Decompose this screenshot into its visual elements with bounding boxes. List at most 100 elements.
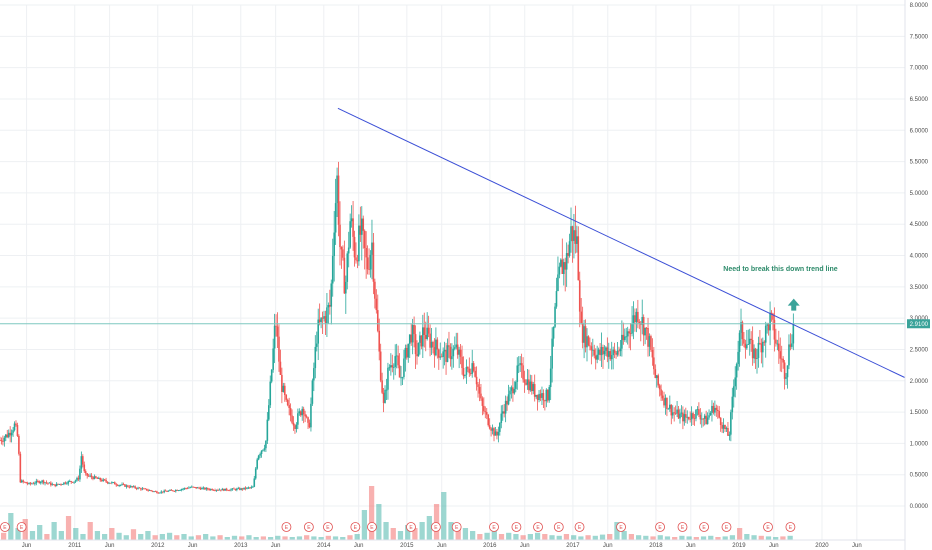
downtrend-line[interactable]: [337, 107, 906, 379]
candle-body: [345, 281, 347, 294]
candle-body: [384, 389, 386, 403]
candle-body: [690, 413, 693, 420]
candle-body: [718, 411, 721, 418]
candle-body: [227, 490, 229, 491]
candle-body: [747, 344, 750, 345]
candle-body: [741, 322, 744, 340]
candle-body: [452, 348, 455, 357]
candle-body: [677, 409, 680, 419]
volume-bar: [470, 531, 476, 540]
event-marker-circle: [699, 522, 709, 532]
candle-body: [100, 480, 103, 482]
event-marker-letter: E: [789, 525, 793, 531]
candle-body: [79, 468, 81, 480]
price-axis[interactable]: 8.0000 7.5000 7.0000 6.5000 6.0000 5.5000 5.00…: [904, 0, 929, 550]
candle-body: [353, 236, 356, 258]
candle-body: [430, 341, 433, 348]
candle-body: [374, 281, 376, 299]
candle-body: [244, 487, 247, 489]
candle-body: [102, 479, 104, 482]
candle-body: [522, 365, 524, 380]
time-axis[interactable]: Jun 2011 Jun 2012 Jun 2013 Jun 2014 Jun 2015 Jun 20…: [0, 539, 905, 549]
candle-body: [586, 336, 588, 348]
volume-bar: [383, 522, 389, 540]
price-tick-label: 4.0000: [910, 254, 929, 260]
volume-bar: [275, 535, 281, 540]
volume-bar: [506, 532, 512, 540]
candle-body: [254, 468, 257, 479]
candle-body: [488, 425, 491, 429]
volume-bar: [267, 537, 274, 540]
candle-body: [129, 486, 132, 488]
volume-bar: [751, 535, 757, 540]
candle-body: [118, 485, 120, 486]
candle-body: [233, 488, 235, 490]
candle-body: [734, 377, 737, 387]
candle-body: [757, 342, 760, 358]
volume-bar: [8, 513, 14, 540]
candle-body: [196, 487, 199, 489]
candle-body: [446, 345, 449, 362]
candle-body: [92, 477, 94, 480]
candle-body: [185, 488, 187, 489]
candle-body: [753, 348, 755, 359]
candle-body: [503, 411, 505, 414]
candle-body: [512, 387, 514, 394]
volume-bar: [188, 536, 194, 540]
candle-body: [599, 349, 601, 356]
candle-body: [236, 488, 238, 491]
candle-body: [259, 453, 261, 456]
candle-body: [87, 475, 90, 477]
candle-body: [756, 357, 758, 360]
candle-body: [708, 415, 710, 418]
candle-body: [743, 339, 745, 344]
candle-body: [573, 230, 575, 241]
candle-body: [549, 368, 552, 388]
candle-body: [754, 348, 757, 360]
candle-body: [725, 428, 728, 430]
candle-body: [509, 390, 511, 395]
candle-body: [735, 364, 738, 378]
candle-body: [195, 487, 197, 489]
candle-body: [792, 324, 795, 344]
candle-body: [318, 319, 321, 323]
candle-body: [387, 367, 389, 390]
candle-body: [247, 487, 250, 489]
candle-body: [279, 361, 282, 375]
candle-body: [342, 249, 344, 258]
candle-body: [336, 175, 338, 204]
candle-body: [366, 257, 369, 270]
candle-body: [310, 403, 312, 428]
candle-body: [501, 411, 504, 414]
candle-body: [10, 432, 13, 436]
candle-body: [465, 367, 468, 375]
candle-body: [589, 345, 591, 347]
candle-body: [712, 405, 715, 413]
candle-body: [673, 412, 675, 414]
candle-body: [240, 488, 242, 490]
candle-body: [635, 311, 638, 323]
candle-body: [516, 365, 519, 382]
candle-body: [64, 482, 67, 484]
candle-body: [35, 480, 38, 484]
candle-body: [628, 331, 630, 334]
price-tick-label: 4.5000: [910, 222, 929, 228]
candle-body: [545, 389, 548, 402]
candle-body: [270, 369, 273, 382]
candle-body: [304, 414, 306, 417]
candle-body: [198, 487, 200, 489]
candle-body: [676, 409, 678, 414]
candle-body: [307, 417, 309, 423]
volume-bar: [354, 534, 360, 540]
volume-bar: [0, 532, 7, 540]
candle-body: [414, 334, 417, 355]
time-tick-label: 2014: [317, 543, 331, 549]
time-tick-label: 2018: [649, 543, 663, 549]
candle-body: [759, 342, 761, 344]
price-tick-label: 1.5000: [910, 410, 929, 416]
candle-body: [443, 349, 446, 352]
candle-body: [0, 440, 1, 442]
candle-body: [116, 485, 119, 486]
candle-body: [286, 399, 289, 406]
